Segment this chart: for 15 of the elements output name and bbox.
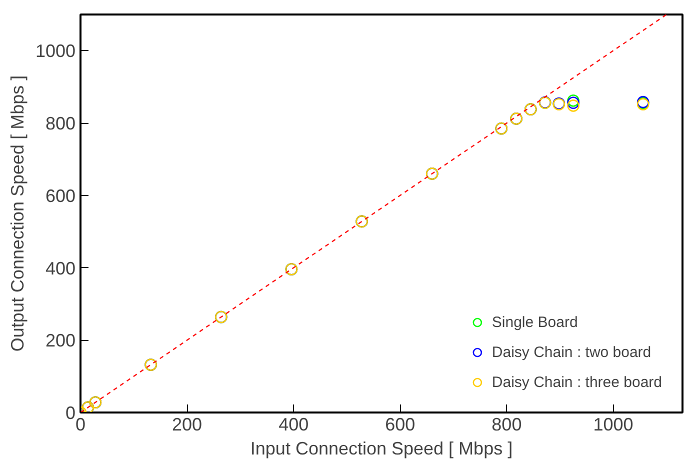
- x-tick-label: 600: [385, 414, 416, 434]
- y-tick-label: 400: [45, 258, 76, 278]
- x-tick-label: 1000: [593, 414, 634, 434]
- y-tick-label: 600: [45, 186, 76, 206]
- legend-label: Single Board: [492, 314, 578, 330]
- x-tick-label: 200: [172, 414, 202, 434]
- y-tick-label: 1000: [35, 41, 76, 62]
- legend-label: Daisy Chain : three board: [492, 374, 662, 390]
- y-tick-label: 200: [45, 330, 76, 351]
- x-axis-title: Input Connection Speed [ Mbps ]: [250, 438, 513, 458]
- legend-label: Daisy Chain : two board: [492, 344, 652, 360]
- x-tick-label: 400: [278, 414, 309, 434]
- x-tick-label: 800: [492, 414, 522, 434]
- y-tick-label: 800: [45, 114, 76, 134]
- y-axis-title: Output Connection Speed [ Mbps ]: [7, 75, 28, 352]
